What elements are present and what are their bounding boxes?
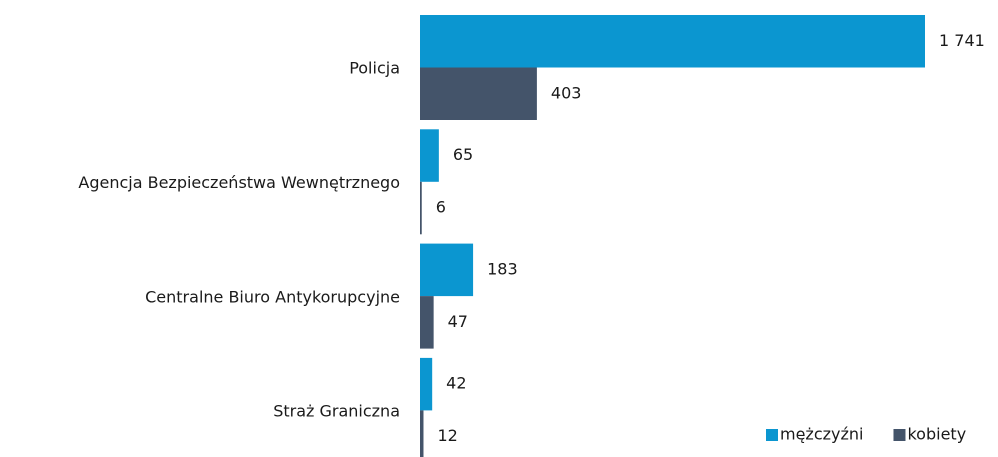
bar (420, 243, 474, 297)
category-label: Straż Graniczna (273, 402, 400, 421)
legend-label: mężczyźni (780, 425, 863, 444)
category-label: Centralne Biuro Antykorupcyjne (145, 287, 400, 306)
legend-swatch (893, 429, 906, 441)
value-label: 42 (446, 374, 466, 393)
value-label: 12 (437, 426, 457, 445)
category-label: Agencja Bezpieczeństwa Wewnętrznego (78, 173, 400, 192)
bar (420, 357, 433, 411)
value-label: 47 (448, 312, 468, 331)
value-label: 1 741 (939, 31, 985, 50)
bar (420, 15, 925, 68)
bar (420, 129, 439, 182)
bar (420, 296, 434, 349)
value-label: 403 (551, 83, 582, 102)
bar (420, 67, 537, 120)
value-label: 183 (487, 259, 518, 278)
legend-label: kobiety (907, 425, 966, 444)
value-label: 6 (436, 198, 446, 217)
value-label: 65 (453, 145, 473, 164)
bar (420, 181, 422, 235)
bar (420, 410, 424, 457)
category-label: Policja (349, 59, 400, 78)
legend-swatch (766, 429, 778, 441)
